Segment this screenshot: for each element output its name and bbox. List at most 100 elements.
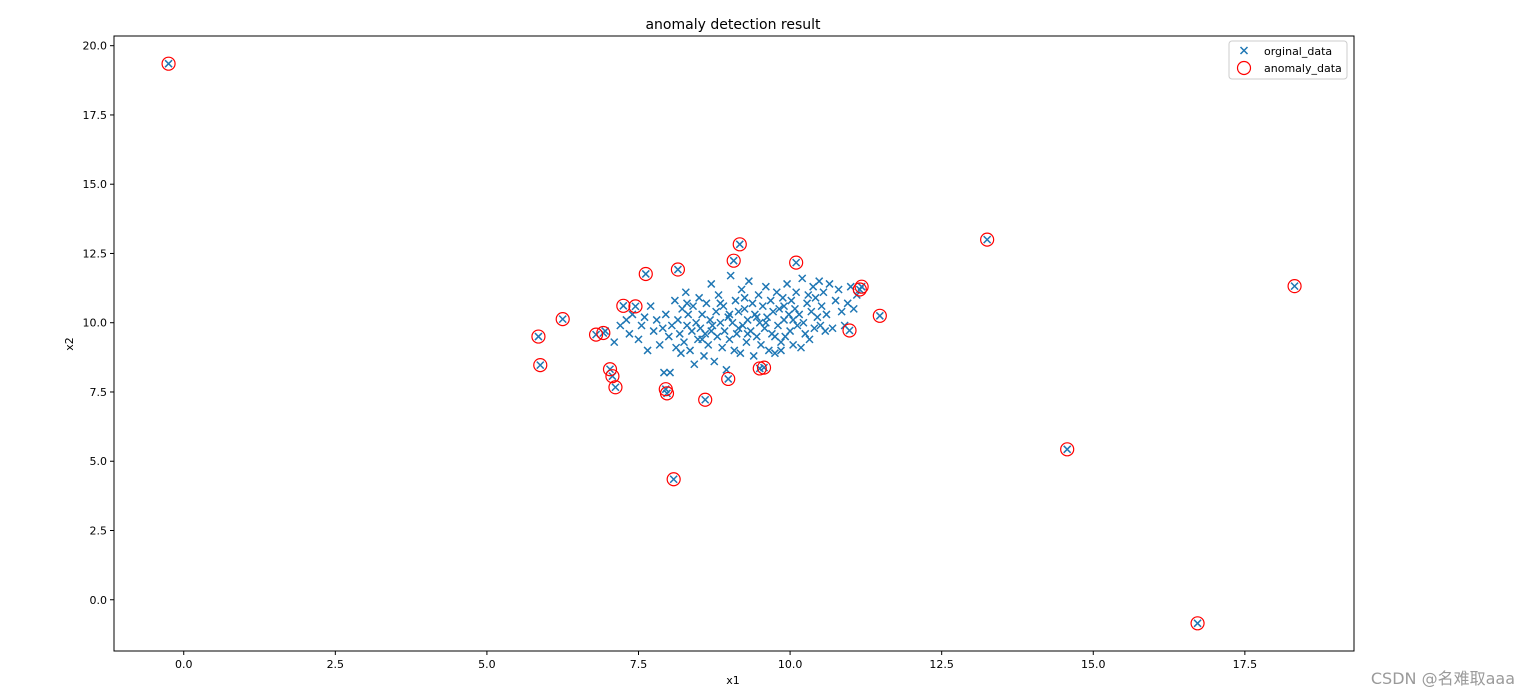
data-point-orginal xyxy=(675,329,684,338)
data-point-anomaly xyxy=(732,237,747,252)
data-point-orginal xyxy=(681,288,690,297)
data-point-orginal xyxy=(725,335,734,344)
x-tick-label: 5.0 xyxy=(478,658,496,671)
data-point-orginal xyxy=(769,307,778,316)
data-point-anomaly xyxy=(842,323,857,338)
data-point-orginal xyxy=(689,302,698,311)
legend: orginal_data anomaly_data xyxy=(1228,40,1348,80)
data-point-anomaly xyxy=(555,312,570,327)
data-point-orginal xyxy=(710,357,719,366)
data-point-orginal xyxy=(761,282,770,291)
data-point-orginal xyxy=(770,349,779,358)
data-point-orginal xyxy=(698,310,707,319)
data-point-orginal xyxy=(775,304,784,313)
data-point-anomaly xyxy=(608,380,623,395)
data-point-orginal xyxy=(673,265,682,274)
data-point-orginal xyxy=(749,351,758,360)
data-point-orginal xyxy=(702,299,711,308)
data-point-orginal xyxy=(707,279,716,288)
y-tick-label: 17.5 xyxy=(83,109,108,122)
data-point-orginal xyxy=(804,290,813,300)
data-point-anomaly xyxy=(616,298,631,313)
data-point-anomaly xyxy=(602,362,618,377)
data-point-orginal xyxy=(817,302,826,311)
data-point-anomaly xyxy=(756,360,772,375)
data-point-orginal xyxy=(744,277,753,286)
data-point-orginal xyxy=(611,383,620,392)
data-point-orginal xyxy=(673,315,682,324)
data-point-orginal xyxy=(735,240,744,249)
data-point-orginal xyxy=(793,321,802,330)
data-point-orginal xyxy=(742,338,751,347)
data-point-orginal xyxy=(743,315,752,324)
data-point-orginal xyxy=(810,324,819,333)
plot-frame xyxy=(113,35,1355,652)
data-point-orginal xyxy=(743,329,752,338)
legend-label-orginal-data: orginal_data xyxy=(1264,45,1332,58)
data-point-anomaly xyxy=(638,266,653,282)
data-point-orginal xyxy=(631,302,640,311)
data-point-orginal xyxy=(714,290,723,300)
y-axis-label: x2 xyxy=(63,337,76,351)
data-point-anomaly xyxy=(1060,442,1075,457)
data-point-orginal xyxy=(676,349,685,358)
data-point-orginal xyxy=(646,302,655,311)
data-point-orginal xyxy=(783,279,792,288)
data-point-orginal xyxy=(778,293,787,302)
data-point-orginal xyxy=(789,315,798,324)
data-point-orginal xyxy=(779,302,789,311)
data-point-orginal xyxy=(716,318,725,327)
data-point-anomaly xyxy=(588,327,604,342)
data-point-orginal xyxy=(983,235,992,244)
data-point-orginal xyxy=(695,293,704,302)
data-point-orginal xyxy=(725,310,734,319)
data-point-orginal xyxy=(822,310,831,319)
data-point-orginal xyxy=(752,332,761,341)
y-tick-label: 0.0 xyxy=(90,594,108,607)
data-point-orginal xyxy=(664,332,673,341)
y-tick-label: 15.0 xyxy=(83,178,108,191)
data-point-anomaly xyxy=(605,369,620,384)
data-point-orginal xyxy=(698,335,707,344)
data-point-orginal xyxy=(803,299,812,308)
data-point-orginal xyxy=(834,285,843,294)
data-point-orginal xyxy=(764,346,773,355)
data-point-orginal xyxy=(789,340,798,349)
data-point-orginal xyxy=(731,296,740,305)
data-point-orginal xyxy=(724,374,733,383)
data-point-orginal xyxy=(625,329,634,338)
data-point-orginal xyxy=(701,395,710,404)
data-point-orginal xyxy=(734,324,743,333)
y-tick-label: 20.0 xyxy=(83,40,108,53)
data-point-orginal xyxy=(706,315,715,324)
x-tick-label: 2.5 xyxy=(327,658,345,671)
watermark: CSDN @名难取aaa xyxy=(1370,669,1515,688)
data-point-orginal xyxy=(776,346,786,355)
y-axis: 0.0 2.5 5.0 7.5 10.0 12.5 15.0 17.5 20.0 xyxy=(83,40,114,607)
points-layer xyxy=(161,56,1302,631)
data-point-anomaly xyxy=(666,472,681,487)
data-point-orginal xyxy=(766,296,775,305)
data-point-orginal xyxy=(770,332,779,341)
data-point-orginal xyxy=(619,301,628,310)
x-tick-label: 7.5 xyxy=(630,658,648,671)
data-point-anomaly xyxy=(980,232,995,247)
data-point-orginal xyxy=(801,329,810,338)
data-point-orginal xyxy=(634,335,643,344)
data-point-anomaly xyxy=(1190,616,1205,631)
data-point-orginal xyxy=(831,296,840,305)
data-point-orginal xyxy=(665,368,675,377)
y-tick-label: 5.0 xyxy=(90,455,108,468)
data-point-orginal xyxy=(1290,282,1299,291)
data-point-orginal xyxy=(726,271,735,280)
data-point-orginal xyxy=(659,368,668,377)
data-point-orginal xyxy=(712,307,721,316)
data-point-anomaly xyxy=(698,392,713,407)
data-point-orginal xyxy=(799,318,808,327)
data-point-orginal xyxy=(756,340,766,349)
data-point-orginal xyxy=(792,288,801,297)
data-point-orginal xyxy=(652,315,661,324)
legend-label-anomaly-data: anomaly_data xyxy=(1264,62,1342,75)
data-point-orginal xyxy=(740,293,749,302)
data-point-anomaly xyxy=(1287,279,1302,294)
